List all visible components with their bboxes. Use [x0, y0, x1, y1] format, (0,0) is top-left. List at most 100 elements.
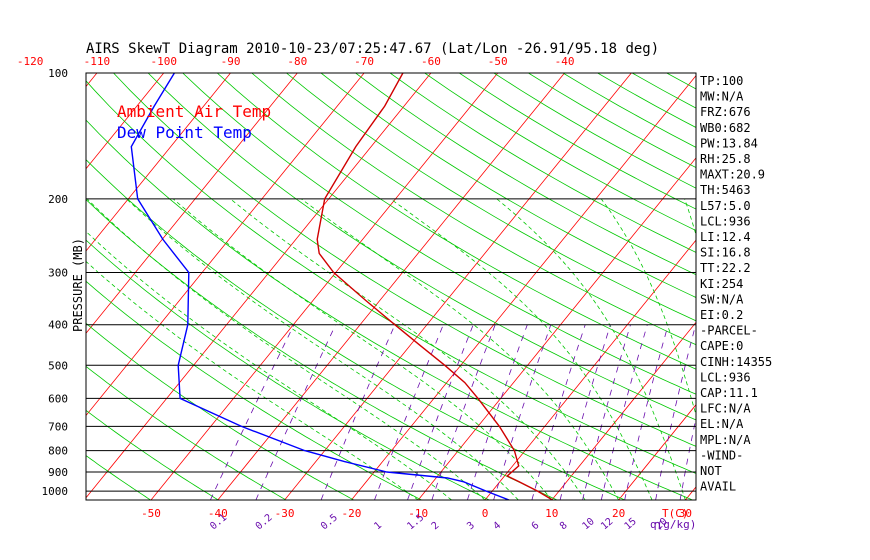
moist-adiabat-line [230, 198, 586, 500]
dry-adiabat-line [805, 73, 870, 500]
isotherm-line [86, 73, 365, 417]
dry-adiabat-line [86, 239, 490, 500]
index-item: EL:N/A [700, 417, 744, 431]
index-item: CAPE:0 [700, 339, 743, 353]
isotherm-line [86, 73, 165, 170]
top-temp-tick-label: -90 [221, 55, 241, 68]
index-item: MAXT:20.9 [700, 168, 765, 182]
pressure-tick-label: 900 [48, 466, 68, 479]
pressure-tick-label: 100 [48, 67, 68, 80]
mixing-ratio-line [624, 324, 669, 500]
mixing-ratio-tick-label: 8 [558, 520, 570, 532]
moist-adiabat-line [301, 198, 619, 500]
top-temp-tick-label: -100 [150, 55, 177, 68]
index-item: EI:0.2 [700, 308, 743, 322]
isotherm-line [819, 73, 870, 500]
dry-adiabat-line [86, 80, 696, 474]
mixing-ratio-line [467, 324, 528, 500]
dry-adiabat-line [424, 73, 696, 231]
plot-frame [85, 72, 697, 501]
dry-adiabat-line [86, 455, 151, 500]
index-item: L57:5.0 [700, 199, 751, 213]
top-temp-tick-label: -60 [421, 55, 441, 68]
grid-layer [0, 73, 870, 500]
index-item: CINH:14355 [700, 355, 772, 369]
index-item: -PARCEL- [700, 324, 758, 338]
moist-adiabat-line [390, 198, 653, 500]
moist-adiabat-line [86, 198, 486, 500]
pressure-tick-label: 200 [48, 193, 68, 206]
bottom-temp-tick-label: 10 [545, 507, 558, 520]
pressure-tick-label: 600 [48, 392, 68, 405]
mixing-ratio-line [255, 324, 336, 500]
index-item: CAP:11.1 [700, 386, 758, 400]
dry-adiabat-line [840, 73, 870, 500]
index-item: LFC:N/A [700, 402, 751, 416]
pressure-tick-label: 500 [48, 359, 68, 372]
legend-dew-point: Dew Point Temp [117, 123, 252, 142]
y-axis-label: PRESSURE (MB) [71, 238, 85, 332]
mixing-ratio-line [600, 324, 648, 500]
dry-adiabat-line [86, 199, 558, 500]
index-item: NOT [700, 464, 722, 478]
index-item: KI:254 [700, 277, 743, 291]
mixing-ratio-unit-label: q(g/kg) [650, 518, 696, 531]
top-temp-tick-label: -50 [488, 55, 508, 68]
mixing-ratio-tick-label: 6 [530, 520, 542, 532]
isotherm-line [86, 73, 298, 334]
isotherm-line [417, 157, 696, 500]
pressure-tick-label: 400 [48, 319, 68, 332]
bottom-temp-tick-label: -10 [408, 507, 428, 520]
moist-adiabat-line [126, 198, 519, 500]
isotherm-line [0, 73, 30, 500]
index-item: LCL:936 [700, 214, 751, 228]
index-item: FRZ:676 [700, 105, 751, 119]
dry-adiabat-line [86, 280, 422, 500]
isotherm-line [551, 321, 696, 500]
index-item: LI:12.4 [700, 230, 751, 244]
isotherm-line [351, 74, 696, 500]
dry-adiabat-line [216, 73, 696, 370]
index-item: WB0:682 [700, 121, 751, 135]
bottom-temp-tick-label: 0 [482, 507, 489, 520]
mixing-ratio-tick-label: 10 [580, 516, 596, 532]
index-item: TT:22.2 [700, 261, 751, 275]
index-item: MPL:N/A [700, 433, 751, 447]
pressure-tick-label: 700 [48, 420, 68, 433]
moist-adiabat-line [172, 198, 553, 500]
moist-adiabat-line [86, 260, 419, 500]
index-item: TP:100 [700, 74, 743, 88]
top-temp-tick-label: -80 [287, 55, 307, 68]
isotherm-line [86, 73, 432, 499]
chart-title: AIRS SkewT Diagram 2010-10-23/07:25:47.6… [86, 41, 659, 57]
bottom-temp-tick-label: -20 [341, 507, 361, 520]
isotherm-line [752, 73, 870, 500]
mixing-ratio-line [559, 324, 611, 500]
legend: Ambient Air Temp Dew Point Temp [117, 102, 271, 142]
top-temperature-axis: -120 -110 -100 -90 -80 -70 -60 -50 -40 [17, 55, 575, 68]
top-temp-tick-label: -40 [555, 55, 575, 68]
mixing-ratio-tick-label: 0.5 [319, 512, 340, 532]
dry-adiabat-line [459, 73, 696, 210]
mixing-ratio-line [582, 324, 631, 500]
pressure-tick-label: 300 [48, 267, 68, 280]
isotherm-line [284, 73, 632, 500]
bottom-temp-tick-label: 20 [612, 507, 625, 520]
mixing-ratio-tick-label: 4 [491, 520, 503, 532]
mixing-ratio-tick-label: 1 [372, 520, 384, 532]
top-temp-tick-label: -110 [84, 55, 111, 68]
mixing-ratio-line [210, 324, 295, 500]
dry-adiabat-line [286, 73, 696, 322]
legend-air-temp: Ambient Air Temp [117, 102, 271, 121]
mixing-ratio-tick-label: 3 [465, 520, 477, 532]
mixing-ratio-line [655, 324, 696, 500]
dry-adiabat-line [355, 73, 696, 276]
dry-adiabat-line [86, 119, 693, 500]
dry-adiabat-line [86, 322, 354, 500]
dry-adiabat-line [86, 159, 625, 500]
dew-point-trace [130, 73, 510, 500]
isotherm-line [150, 73, 499, 500]
dry-adiabat-line [86, 409, 219, 500]
